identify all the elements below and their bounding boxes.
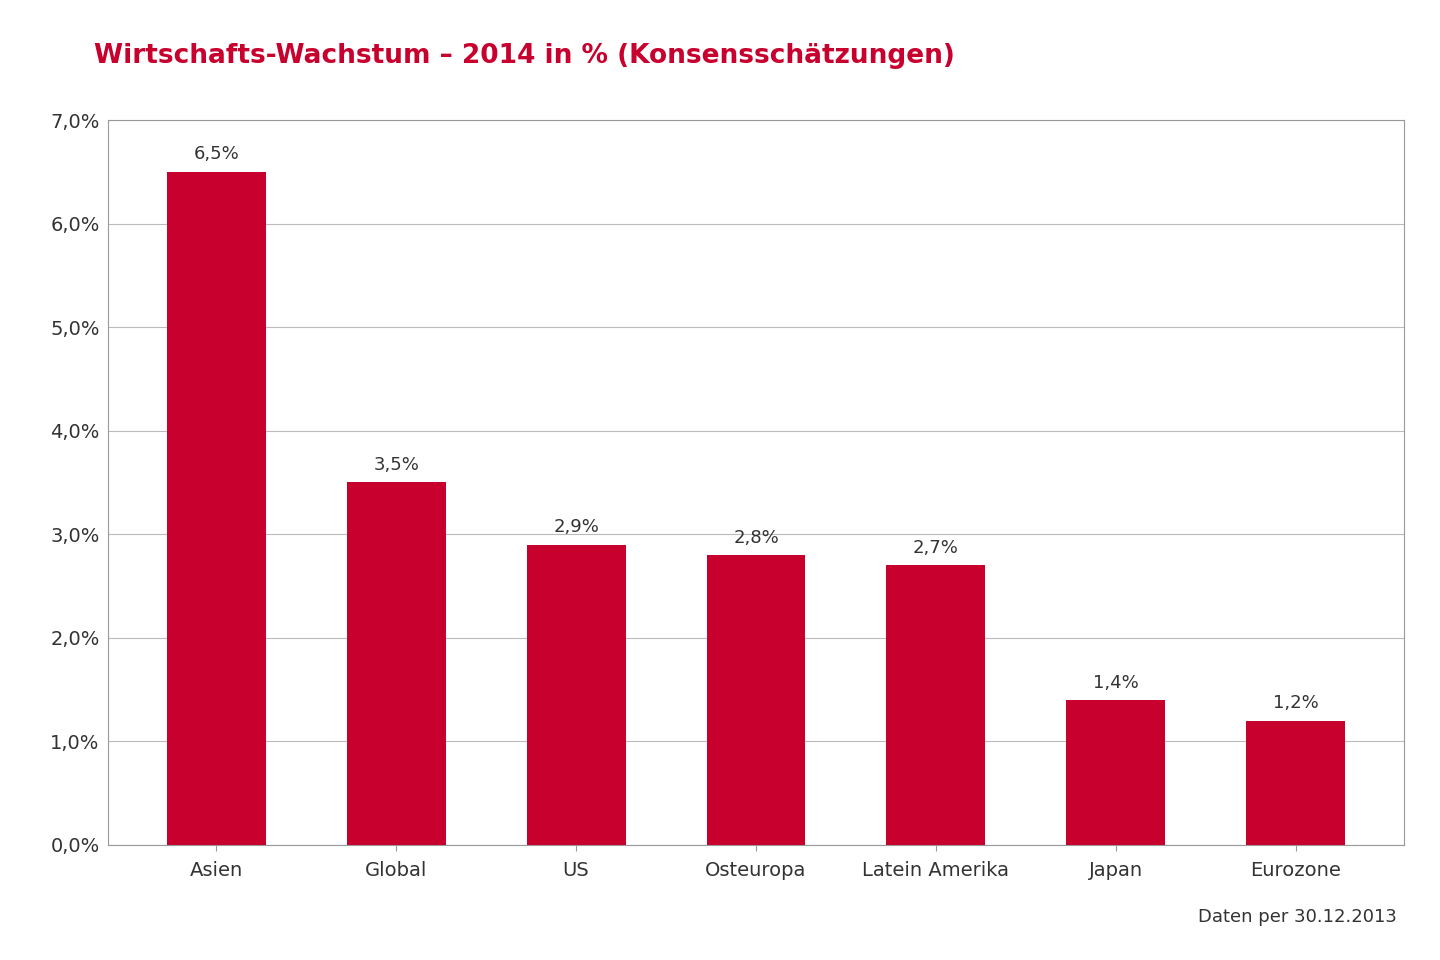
Text: 1,4%: 1,4% bbox=[1093, 674, 1139, 691]
Text: 1,2%: 1,2% bbox=[1273, 694, 1319, 712]
Bar bbox=[167, 172, 266, 845]
Text: Daten per 30.12.2013: Daten per 30.12.2013 bbox=[1198, 908, 1397, 926]
Bar bbox=[887, 565, 985, 845]
Text: 2,7%: 2,7% bbox=[913, 539, 959, 557]
Bar bbox=[527, 544, 625, 845]
Text: 3,5%: 3,5% bbox=[373, 456, 419, 474]
Bar bbox=[1246, 721, 1345, 845]
Text: Wirtschafts-Wachstum – 2014 in % (Konsensschätzungen): Wirtschafts-Wachstum – 2014 in % (Konsen… bbox=[94, 43, 955, 69]
Text: 2,9%: 2,9% bbox=[553, 518, 599, 537]
Text: 2,8%: 2,8% bbox=[733, 529, 779, 546]
Bar bbox=[1066, 700, 1165, 845]
Bar bbox=[347, 482, 446, 845]
Text: 6,5%: 6,5% bbox=[193, 146, 239, 163]
Bar bbox=[707, 555, 805, 845]
